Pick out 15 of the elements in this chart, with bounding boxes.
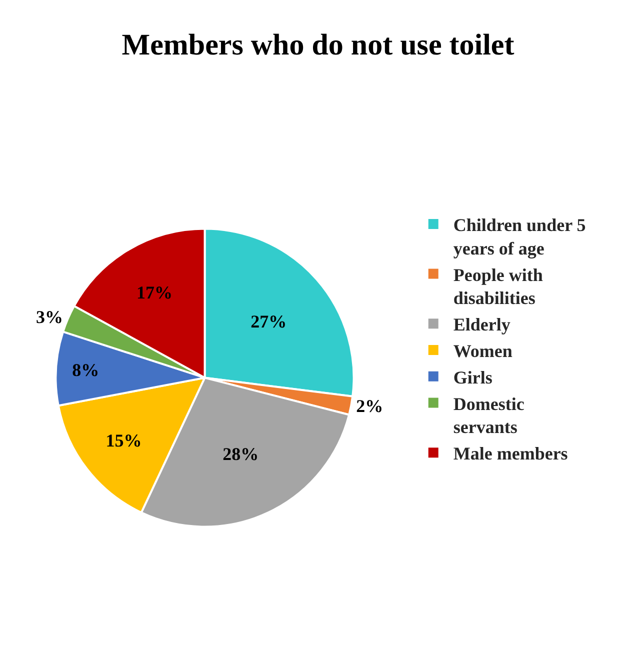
legend-label: Male members (453, 444, 568, 464)
data-label: 3% (36, 306, 64, 327)
legend-label: Elderly (453, 314, 510, 335)
data-label: 17% (136, 282, 172, 303)
data-label: 15% (106, 430, 142, 451)
legend-label: Girls (453, 367, 492, 388)
chart-title: Members who do not use toilet (122, 28, 514, 62)
data-label: 8% (72, 360, 100, 380)
legend-label: People with disabilities (453, 264, 543, 308)
data-label: 2% (356, 396, 384, 416)
legend-label: Women (453, 341, 512, 362)
data-label: 28% (222, 444, 259, 464)
legend-label: Children under 5 years of age (453, 215, 586, 258)
data-label: 27% (250, 311, 287, 332)
legend-label: Domestic servants (453, 394, 524, 438)
